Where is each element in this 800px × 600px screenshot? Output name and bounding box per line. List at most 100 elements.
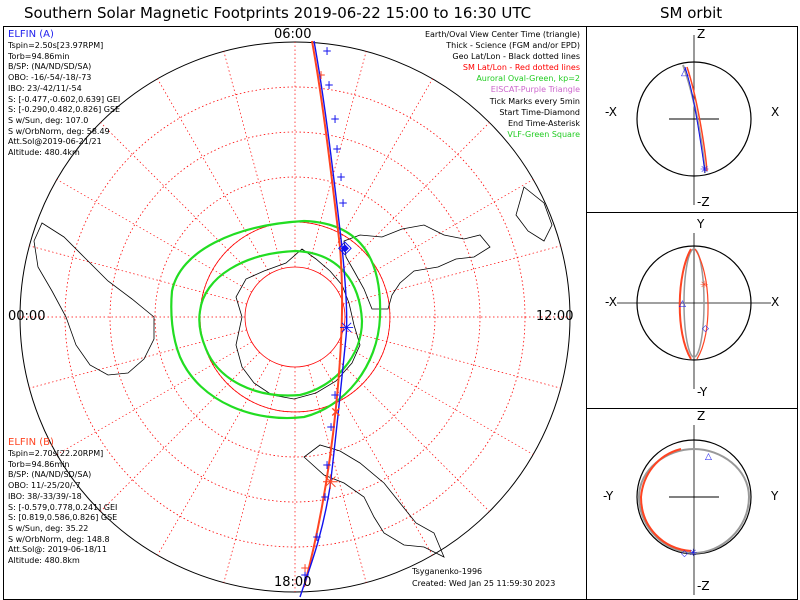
grid-spoke [330,352,490,512]
elfin-a-track [299,40,348,598]
mlt-label-right: 12:00 [536,309,574,324]
legend-item: Geo Lat/Lon - Black dotted lines [452,52,580,62]
legend-item: Thick - Science (FGM and/or EPD) [446,41,580,51]
start-marker-b-icon: ✕ [330,405,342,421]
start-diamond-icon: ◈ [338,237,352,258]
oval-outer [170,219,382,420]
axis-right: Y [771,489,779,503]
tick-mark-icon: + [300,568,310,582]
legend: Earth/Oval View Center Time (triangle) Th… [425,29,580,140]
footprint-map: ++++++++++++◈✳✳✕++ [19,40,571,598]
elfin-b-info-line: S w/Sun, deg: 35.22 [8,523,89,533]
tick-mark-icon: + [320,490,330,504]
legend-item: VLF-Green Square [507,129,580,139]
tick-mark-b-icon: + [300,561,310,575]
australia-coast [303,444,445,558]
sm-plot-xz: △ ✳ [636,35,752,205]
sm-orbit-gray [683,248,705,358]
track-markers: ++++++++++++◈✳✳✕++ [300,44,354,582]
axis-bottom: -Z [697,579,710,593]
axis-top: Z [697,27,706,41]
grid-spoke [338,341,534,455]
elfin-a-info-line: Altitude: 480.4km [8,148,80,158]
axis-bottom: -Z [697,195,710,209]
grid-spoke [343,329,561,389]
model-label: Tsyganenko-1996 [412,567,483,576]
axis-top: Y [697,217,705,231]
tick-mark-b-icon: + [316,68,326,82]
tick-mark-icon: + [330,388,340,402]
mlt-label-bottom: 18:00 [274,575,312,590]
end-asterisk-icon: ✳ [700,163,709,176]
sm-panel-xy: △ ✳ ◇ Y -Y -X X [586,212,798,409]
elfin-a-info-line: S w/OrbNorm, deg: 58.49 [8,126,110,136]
sm-plot-yz: △ ✳ ◇ [636,425,752,595]
sm-panel-yz: △ ✳ ◇ Z -Z -Y Y [586,408,798,600]
grid-spoke [307,365,367,583]
tip-coast [515,186,553,242]
grid-spoke [29,245,247,305]
axis-right: X [771,105,780,119]
elfin-a-name: ELFIN (A) [8,29,54,40]
elfin-a-info-line: S w/Sun, deg: 107.0 [8,115,89,125]
footprint-map-panel: + + + + + + + + + + + + ◈ ✳ ✳ ✕ + + ELFIN (A) Tspin=2.50s… [3,26,587,600]
grid-spoke [307,51,367,269]
elfin-b-info-line: Torb=94.86min [8,459,70,469]
axis-right: X [771,295,780,309]
tick-mark-icon: + [338,196,348,210]
end-asterisk-icon: ✳ [700,280,708,291]
tick-mark-icon: + [324,78,334,92]
auroral-oval [170,219,382,420]
mlt-label-left: 00:00 [8,309,46,324]
coastlines [33,186,553,558]
grid-spoke [100,122,260,282]
elfin-a-info-line: Tspin=2.50s[23.97RPM] [8,41,104,50]
sm-orbit-b [678,248,692,360]
created-label: Created: Wed Jan 25 11:59:30 2023 [412,579,556,588]
elfin-b-info-line: B/SP: (NA/ND/SD/SA) [8,470,92,480]
tick-mark-icon: + [330,112,340,126]
end-asterisk-icon: ✳ [339,318,354,339]
elfin-b-info-line: S: [-0.579,0.778,0.241] GEI [8,502,118,512]
sm-orbit-b [686,66,708,172]
elfin-b-info-line: Altitude: 480.8km [8,556,80,566]
sm-orbit-a [684,66,706,172]
sm-grid [19,41,571,593]
start-diamond-icon: ◇ [681,549,688,559]
africa-coast [33,222,155,376]
elfin-b-info: ELFIN (B) Tspin=2.70s[22.20RPM] Torb=94.8… [8,437,117,567]
elfin-a-info-line: IBO: 23/-42/11/-54 [8,83,82,93]
elfin-b-info-line: IBO: 38/-33/39/-18 [8,491,82,501]
footprint-tracks [299,40,348,598]
elfin-a-info-line: S: [-0.290,0.482,0.826] GSE [8,105,121,115]
elfin-a-info: ELFIN (A) Tspin=2.50s[23.97RPM] Torb=94.8… [8,29,120,159]
antarctica-coast [235,248,361,400]
grid-spoke [29,329,247,389]
end-asterisk-b-icon: ✳ [322,470,339,494]
grid-spoke [223,365,283,583]
start-diamond-icon: ◇ [702,324,709,334]
grid-spoke [330,122,490,282]
sm-panel-xz: △ ✳ Z -Z -X X [586,26,798,213]
grid-spoke [157,78,271,274]
legend-item: Start Time-Diamond [499,107,580,117]
elfin-a-info-line: OBO: -16/-54/-18/-73 [8,73,92,83]
axis-top: Z [697,409,706,423]
legend-item: SM Lat/Lon - Red dotted lines [462,63,580,73]
elfin-a-info-line: Att.Sol@2019-06-21/21 [8,137,102,147]
elfin-b-track [303,40,344,588]
elfin-b-name: ELFIN (B) [8,437,54,448]
elfin-b-info-line: S: [0.819,0.586,0.826] GSE [8,513,118,523]
elfin-b-info-line: Att.Sol@: 2019-06-18/11 [8,545,107,555]
start-triangle-icon: △ [681,67,689,78]
legend-item: Auroral Oval-Green, kp=2 [476,74,580,84]
elfin-b-info-line: S w/OrbNorm, deg: 148.8 [8,534,110,544]
grid-spoke [56,341,252,455]
grid-spoke [56,179,252,293]
main-title: Southern Solar Magnetic Footprints 2019-… [24,4,532,22]
grid-spoke [319,360,433,556]
elfin-a-info-line: Torb=94.86min [8,51,70,61]
tick-mark-icon: + [322,458,332,472]
tick-mark-icon: + [332,142,342,156]
legend-item: EISCAT-Purple Triangle [490,85,580,95]
